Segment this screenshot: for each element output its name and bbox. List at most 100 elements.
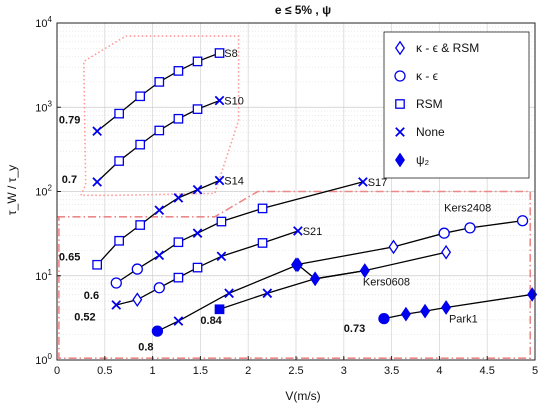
square-marker	[192, 262, 203, 273]
y-tick-label: 103	[35, 99, 52, 114]
x-tick-label: 0	[54, 365, 60, 377]
series-line	[219, 269, 365, 310]
legend-label: κ - ϵ & RSM	[416, 41, 479, 55]
series-line	[116, 230, 299, 306]
square-marker	[135, 220, 146, 230]
square-marker	[92, 259, 103, 270]
circle-marker	[153, 282, 165, 294]
square-marker	[135, 91, 146, 102]
x-axis-label: V(m/s)	[285, 389, 320, 403]
circle-marker	[378, 312, 390, 325]
highlight-region	[79, 35, 240, 197]
x-tick-label: 2.5	[288, 365, 303, 377]
chart-title: e ≤ 5% , ψ	[275, 3, 331, 17]
diamond-marker	[400, 306, 411, 322]
x-marker-stroke	[92, 126, 102, 137]
value-annotation: 0.84	[200, 315, 222, 327]
square-marker	[114, 235, 124, 246]
x-marker-stroke	[216, 251, 227, 262]
circle-marker	[131, 263, 143, 275]
diamond-marker	[420, 303, 431, 319]
x-marker-stroke	[224, 288, 234, 299]
x-marker-stroke	[293, 226, 303, 236]
x-tick-label: 1	[150, 365, 156, 377]
x-marker-stroke	[214, 175, 225, 186]
series-label: S14	[224, 176, 244, 188]
y-tick-label: 104	[35, 15, 52, 30]
x-marker-stroke	[358, 177, 368, 187]
x-tick-label: 3	[341, 365, 347, 377]
x-marker-stroke	[154, 205, 165, 216]
x-tick-label: 3.5	[384, 365, 399, 377]
value-annotation: 0.79	[59, 114, 80, 126]
circle-marker	[438, 227, 450, 239]
square-marker	[192, 56, 203, 67]
diamond-marker	[292, 257, 303, 273]
x-marker-stroke	[111, 300, 122, 310]
diamond-marker	[310, 271, 321, 287]
y-axis-label: τ_W / τ_y	[5, 165, 19, 215]
diamond-marker	[441, 300, 452, 315]
x-marker-stroke	[173, 316, 184, 326]
square-marker	[173, 272, 184, 283]
x-marker-stroke	[214, 95, 225, 106]
square-marker	[154, 77, 165, 87]
legend-box	[383, 31, 530, 179]
x-marker-stroke	[262, 288, 273, 299]
square-marker	[135, 139, 146, 150]
diamond-marker	[441, 244, 452, 260]
series-label: Kers2408	[444, 202, 491, 214]
value-annotation: 0.7	[62, 174, 77, 186]
diamond-marker	[395, 152, 405, 168]
value-annotation: 0.65	[59, 251, 80, 263]
circle-marker	[464, 222, 476, 234]
circle-marker	[110, 277, 122, 289]
circle-marker	[394, 70, 406, 82]
value-annotation: 0.52	[74, 311, 95, 323]
x-tick-label: 5	[532, 365, 538, 377]
square-marker	[395, 99, 405, 109]
series-label: S10	[224, 96, 244, 108]
y-tick-label: 100	[35, 352, 52, 367]
series-label: S8	[224, 48, 237, 60]
x-tick-label: 4	[436, 365, 442, 377]
square-marker	[216, 216, 227, 227]
y-tick-label: 102	[35, 184, 52, 199]
value-annotation: 0.8	[138, 341, 153, 353]
diamond-marker	[388, 239, 399, 255]
square-marker	[214, 304, 225, 315]
square-marker	[154, 125, 165, 136]
legend: κ - ϵ & RSM κ - ϵ RSM None ψ₂	[383, 31, 530, 179]
x-marker-stroke	[173, 193, 184, 203]
diamond-marker	[132, 292, 143, 308]
legend-label: κ - ϵ	[416, 69, 438, 83]
x-tick-label: 4.5	[480, 365, 495, 377]
regions	[57, 35, 532, 360]
series-label: Park1	[449, 314, 478, 326]
x-marker-stroke	[154, 250, 165, 261]
square-marker	[173, 113, 184, 124]
square-marker	[214, 48, 225, 58]
square-marker	[257, 238, 268, 248]
square-marker	[173, 66, 184, 76]
x-marker-stroke	[192, 184, 203, 195]
ticks: 0 0.5 1 1.5 2 2.5 3 3.5 4 4.5 5 100 101 102 103 104	[35, 15, 538, 377]
series-label: S17	[368, 177, 388, 189]
circle-marker	[151, 325, 164, 337]
circle-marker	[516, 215, 529, 227]
series-label: Kers0608	[363, 277, 410, 289]
x-marker-stroke	[395, 127, 405, 137]
series-markers	[92, 48, 538, 337]
highlight-region	[57, 190, 532, 360]
square-marker	[192, 104, 203, 114]
x-marker-stroke	[92, 177, 102, 187]
diamond-marker	[395, 40, 405, 56]
square-marker	[173, 237, 184, 248]
y-tick-label: 101	[35, 268, 52, 283]
value-annotation: 0.73	[344, 323, 365, 335]
legend-label: RSM	[416, 97, 443, 111]
x-tick-label: 2	[245, 365, 251, 377]
square-marker	[257, 203, 268, 214]
value-annotation: 0.6	[84, 290, 99, 302]
